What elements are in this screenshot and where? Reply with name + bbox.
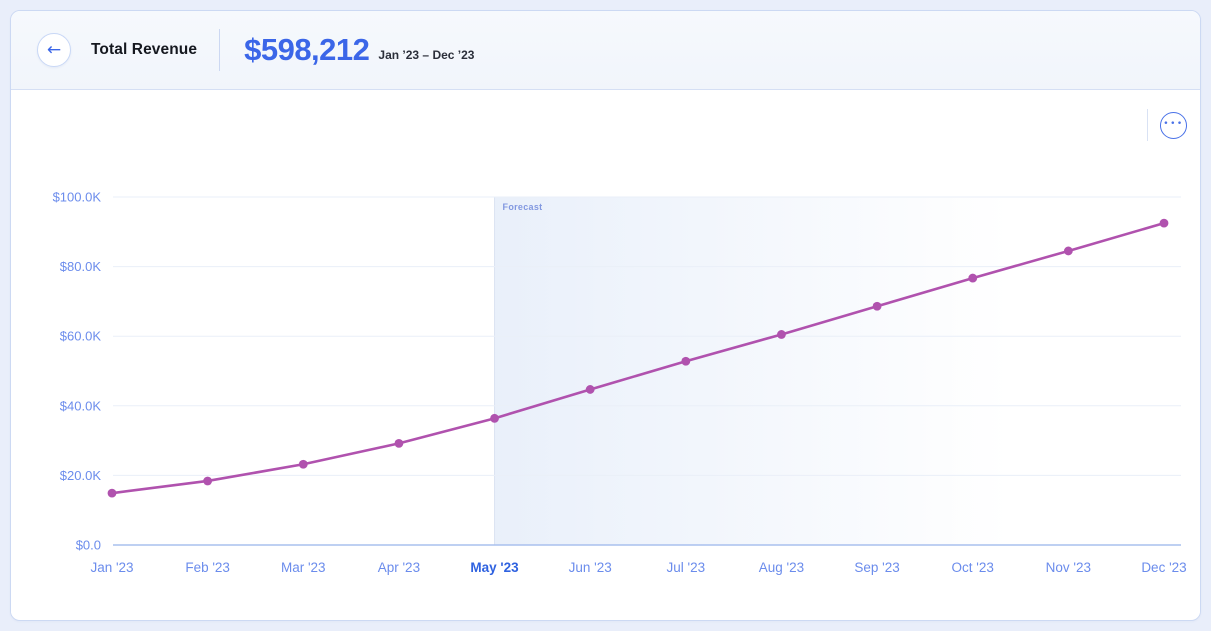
- data-point[interactable]: [777, 330, 786, 339]
- page-title: Total Revenue: [91, 41, 198, 58]
- x-tick-label: Aug '23: [759, 560, 804, 575]
- y-tick-label: $40.0K: [60, 398, 102, 413]
- revenue-line: [111, 221, 1165, 495]
- x-tick-label: Dec '23: [1141, 560, 1186, 575]
- chart-panel: ••• Forecast $0.0 $20.0K $40.0K $60.0K $80.0K…: [11, 90, 1200, 619]
- x-tick-label: Jun '23: [569, 560, 612, 575]
- x-tick-label: Feb '23: [185, 560, 230, 575]
- back-arrow-icon: ←: [46, 39, 62, 60]
- data-point[interactable]: [490, 413, 499, 423]
- data-point[interactable]: [872, 301, 882, 311]
- data-point[interactable]: [681, 356, 691, 366]
- ellipsis-icon: •••: [1163, 119, 1184, 129]
- revenue-card: ← Total Revenue $598,212 Jan ’23 – Dec ’…: [10, 10, 1201, 621]
- y-tick-label: $80.0K: [60, 259, 102, 274]
- chart-options-button[interactable]: •••: [1160, 112, 1187, 139]
- y-tick-label: $0.0: [76, 538, 101, 553]
- data-point[interactable]: [203, 476, 213, 486]
- x-tick-label: Jul '23: [667, 560, 706, 575]
- card-header: ← Total Revenue $598,212 Jan ’23 – Dec ’…: [11, 11, 1200, 90]
- total-revenue-value: $598,212: [244, 32, 370, 67]
- x-tick-label: Nov '23: [1046, 560, 1091, 575]
- back-button[interactable]: ←: [37, 33, 71, 67]
- x-tick-label: Mar '23: [281, 560, 326, 575]
- date-range-label: Jan ’23 – Dec ’23: [378, 48, 475, 62]
- data-point[interactable]: [1159, 218, 1169, 228]
- y-tick-label: $60.0K: [60, 329, 102, 344]
- x-tick-label: Jan '23: [90, 560, 133, 575]
- data-point[interactable]: [1063, 246, 1073, 256]
- x-tick-label: Apr '23: [378, 560, 420, 575]
- x-tick-label: Sep '23: [854, 560, 899, 575]
- header-divider: [219, 29, 221, 71]
- data-point[interactable]: [968, 273, 978, 283]
- y-tick-label: $20.0K: [60, 468, 102, 483]
- data-point[interactable]: [107, 488, 117, 498]
- data-point[interactable]: [298, 459, 308, 469]
- x-tick-label: Oct '23: [952, 560, 994, 575]
- revenue-chart: Forecast $0.0 $20.0K $40.0K $60.0K $80.0K $100…: [53, 190, 1187, 576]
- y-tick-label: $100.0K: [53, 190, 102, 205]
- x-tick-label: May '23: [470, 560, 519, 575]
- forecast-label: Forecast: [503, 202, 543, 212]
- data-point[interactable]: [585, 385, 595, 394]
- data-point[interactable]: [394, 438, 404, 448]
- forecast-band: [494, 197, 1182, 545]
- toolbar-divider: [1147, 109, 1148, 141]
